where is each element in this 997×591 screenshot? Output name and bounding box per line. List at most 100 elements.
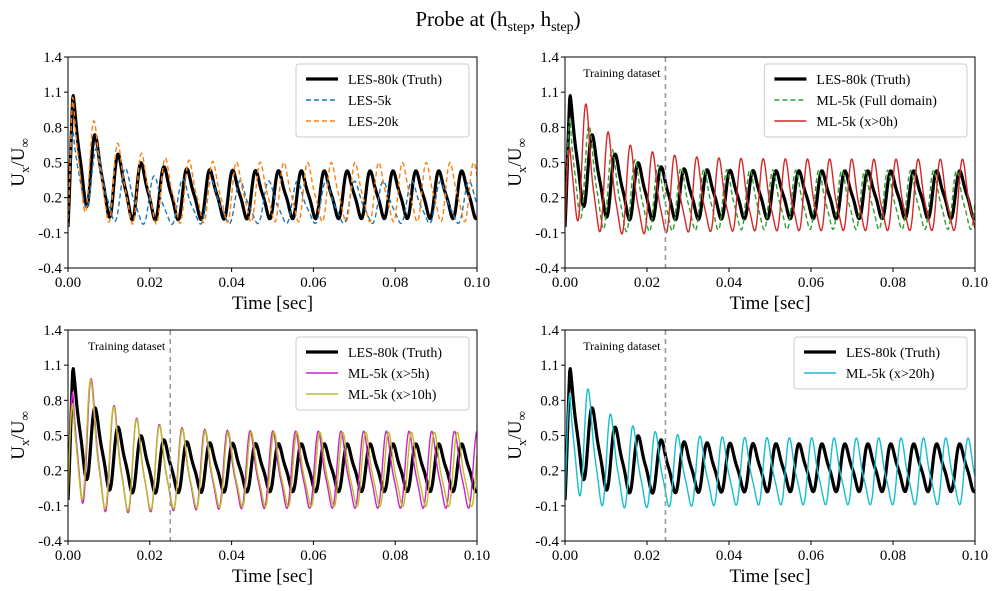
y-tick-label: -0.4 [535, 261, 559, 277]
x-tick-label: 0.08 [382, 548, 408, 564]
y-tick-label: 1.4 [540, 50, 559, 66]
x-tick-label: 0.06 [798, 275, 825, 291]
chart-panel-2: Training dataset 0.00 0.02 0.04 0.06 0.08 0.10… [505, 50, 988, 314]
chart-panel-4: Training dataset 0.00 0.02 0.04 0.06 0.08 0.10… [505, 323, 988, 587]
y-tick-label: -0.4 [535, 534, 559, 550]
x-axis-label: Time [sec] [232, 293, 313, 314]
y-tick-label: -0.1 [535, 499, 559, 515]
x-tick-label: 0.02 [137, 548, 163, 564]
x-tick-label: 0.04 [218, 548, 245, 564]
training-dataset-label: Training dataset [88, 339, 166, 353]
x-tick-label: 0.10 [464, 275, 490, 291]
x-tick-label: 0.06 [300, 275, 327, 291]
series-group [565, 94, 975, 235]
y-tick-label: -0.4 [38, 261, 62, 277]
legend-entry-label: LES-5k [348, 94, 392, 109]
y-tick-label: 0.8 [43, 120, 62, 136]
x-tick-label: 0.00 [552, 275, 578, 291]
training-dataset-label: Training dataset [583, 339, 661, 353]
y-tick-label: -0.1 [38, 499, 62, 515]
x-tick-label: 0.08 [880, 275, 906, 291]
series-line-1 [68, 367, 477, 501]
x-tick-label: 0.02 [634, 275, 660, 291]
series-line-1 [68, 94, 477, 228]
chart-panel-3: Training dataset 0.00 0.02 0.04 0.06 0.08 0.10… [8, 323, 490, 587]
y-tick-label: 0.2 [540, 464, 559, 480]
y-tick-label: 1.1 [43, 85, 62, 101]
y-tick-label: 0.8 [43, 393, 62, 409]
y-tick-label: 1.4 [43, 50, 62, 66]
x-tick-label: 0.08 [382, 275, 408, 291]
legend-entry-label: LES-80k (Truth) [348, 346, 442, 361]
legend: LES-80k (Truth) ML-5k (Full domain) ML-5k … [763, 63, 968, 138]
y-tick-label: 1.1 [540, 358, 559, 374]
legend-box [295, 336, 470, 411]
y-tick-label: 0.2 [540, 191, 559, 207]
x-tick-label: 0.00 [55, 548, 81, 564]
y-tick-label: 0.5 [43, 429, 62, 445]
series-line-2 [565, 388, 975, 509]
legend: LES-80k (Truth) ML-5k (x>20h) [793, 336, 968, 390]
series-group [565, 367, 975, 509]
y-tick-label: -0.1 [535, 226, 559, 242]
x-axis-label: Time [sec] [729, 293, 810, 314]
y-axis-label: Ux/U∞ [8, 138, 32, 187]
x-axis-label: Time [sec] [729, 566, 810, 587]
y-tick-label: 0.8 [540, 120, 559, 136]
figure-suptitle: Probe at (hstep, hstep) [415, 7, 580, 35]
y-tick-label: 0.5 [540, 429, 559, 445]
x-axis-label: Time [sec] [232, 566, 313, 587]
legend-entry-label: ML-5k (x>5h) [348, 367, 430, 382]
y-tick-label: -0.1 [38, 226, 62, 242]
y-tick-label: 1.1 [540, 85, 559, 101]
legend-entry-label: ML-5k (Full domain) [816, 94, 937, 109]
y-tick-label: 0.5 [540, 156, 559, 172]
y-tick-label: -0.4 [38, 534, 62, 550]
x-tick-label: 0.04 [716, 275, 743, 291]
legend-box [793, 336, 968, 390]
panels: 0.00 0.02 0.04 0.06 0.08 0.10 -0.4 -0.1 0.2 0.5 0.… [8, 50, 988, 587]
y-tick-label: 0.5 [43, 156, 62, 172]
series-group [68, 94, 477, 228]
x-tick-label: 0.10 [962, 275, 988, 291]
y-tick-label: 1.4 [43, 323, 62, 339]
legend-entry-label: LES-20k [348, 115, 399, 130]
legend: LES-80k (Truth) ML-5k (x>5h) ML-5k (x>10h) [295, 336, 470, 411]
x-tick-label: 0.06 [300, 548, 327, 564]
y-axis-label: Ux/U∞ [8, 411, 32, 460]
legend: LES-80k (Truth) LES-5k LES-20k [295, 63, 470, 138]
legend-entry-label: LES-80k (Truth) [816, 73, 910, 88]
y-tick-label: 0.2 [43, 464, 62, 480]
x-tick-label: 0.00 [552, 548, 578, 564]
series-line-3 [565, 103, 975, 235]
x-tick-label: 0.08 [880, 548, 906, 564]
x-tick-label: 0.10 [464, 548, 490, 564]
chart-panel-1: 0.00 0.02 0.04 0.06 0.08 0.10 -0.4 -0.1 0.2 0.5 0.… [8, 50, 490, 314]
y-tick-label: 0.2 [43, 191, 62, 207]
x-tick-label: 0.00 [55, 275, 81, 291]
x-tick-label: 0.02 [137, 275, 163, 291]
series-line-1 [565, 94, 975, 228]
legend-entry-label: ML-5k (x>0h) [816, 115, 898, 130]
x-tick-label: 0.02 [634, 548, 660, 564]
y-tick-label: 1.4 [540, 323, 559, 339]
series-line-2 [68, 130, 477, 227]
x-tick-label: 0.06 [798, 548, 825, 564]
x-tick-label: 0.10 [962, 548, 988, 564]
y-axis-label: Ux/U∞ [505, 138, 529, 187]
series-group [68, 367, 477, 514]
legend-box [295, 63, 470, 138]
series-line-3 [68, 378, 477, 512]
x-tick-label: 0.04 [218, 275, 245, 291]
series-line-1 [565, 367, 975, 501]
y-tick-label: 1.1 [43, 358, 62, 374]
legend-entry-label: ML-5k (x>20h) [846, 367, 935, 382]
series-line-3 [68, 96, 477, 227]
legend-entry-label: LES-80k (Truth) [846, 346, 940, 361]
legend-entry-label: ML-5k (x>10h) [348, 388, 437, 403]
legend-entry-label: LES-80k (Truth) [348, 73, 442, 88]
legend-box [763, 63, 968, 138]
y-tick-label: 0.8 [540, 393, 559, 409]
series-line-2 [565, 118, 975, 233]
